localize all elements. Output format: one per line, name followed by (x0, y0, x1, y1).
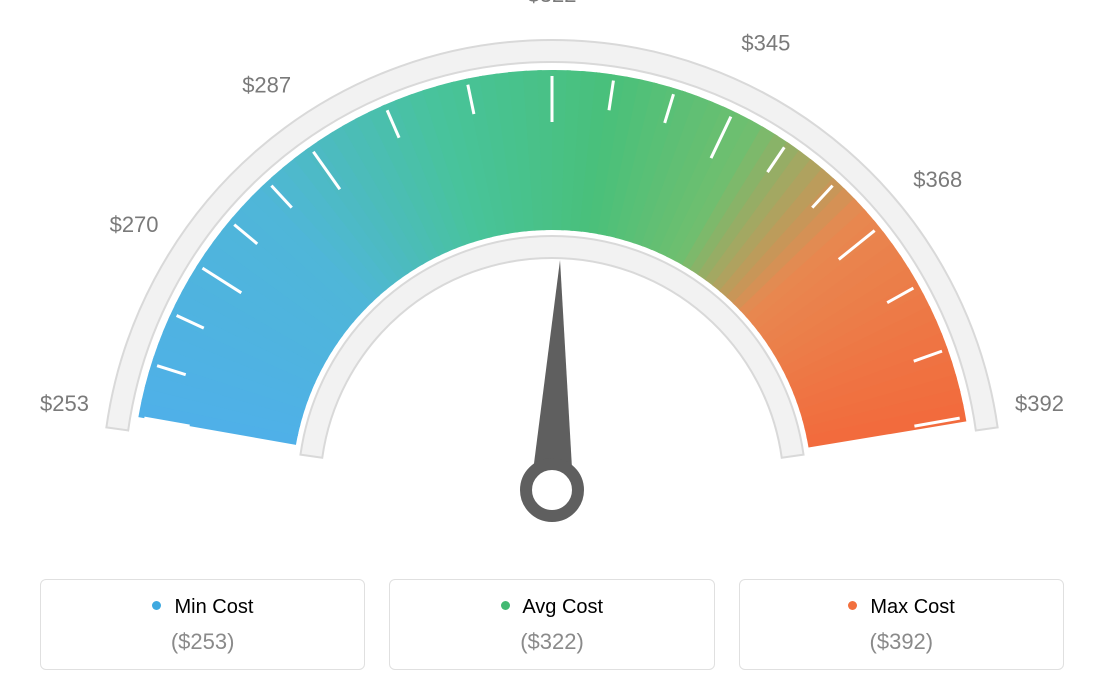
svg-text:$368: $368 (913, 167, 962, 192)
svg-text:$287: $287 (242, 73, 291, 98)
legend-title-max: Max Cost (750, 596, 1053, 619)
svg-text:$392: $392 (1015, 391, 1064, 416)
svg-text:$270: $270 (110, 212, 159, 237)
legend-title-avg: Avg Cost (400, 596, 703, 619)
svg-text:$322: $322 (528, 0, 577, 7)
svg-text:$253: $253 (40, 391, 89, 416)
legend-label-min: Min Cost (174, 596, 253, 618)
legend-row: Min Cost ($253) Avg Cost ($322) Max Cost… (40, 579, 1064, 670)
legend-card-max: Max Cost ($392) (739, 579, 1064, 670)
legend-dot-min (152, 601, 161, 610)
svg-text:$345: $345 (741, 31, 790, 56)
legend-label-avg: Avg Cost (522, 596, 603, 618)
legend-label-max: Max Cost (870, 596, 954, 618)
legend-value-avg: ($322) (400, 629, 703, 655)
legend-dot-avg (501, 601, 510, 610)
gauge-svg: $253 $270 $287 $322 $345 $368 $392 (0, 0, 1104, 560)
legend-value-min: ($253) (51, 629, 354, 655)
legend-card-avg: Avg Cost ($322) (389, 579, 714, 670)
gauge-chart: $253 $270 $287 $322 $345 $368 $392 (0, 0, 1104, 560)
legend-title-min: Min Cost (51, 596, 354, 619)
cost-gauge-widget: $253 $270 $287 $322 $345 $368 $392 Min Cost ($… (0, 0, 1104, 690)
legend-card-min: Min Cost ($253) (40, 579, 365, 670)
legend-dot-max (848, 601, 857, 610)
legend-value-max: ($392) (750, 629, 1053, 655)
